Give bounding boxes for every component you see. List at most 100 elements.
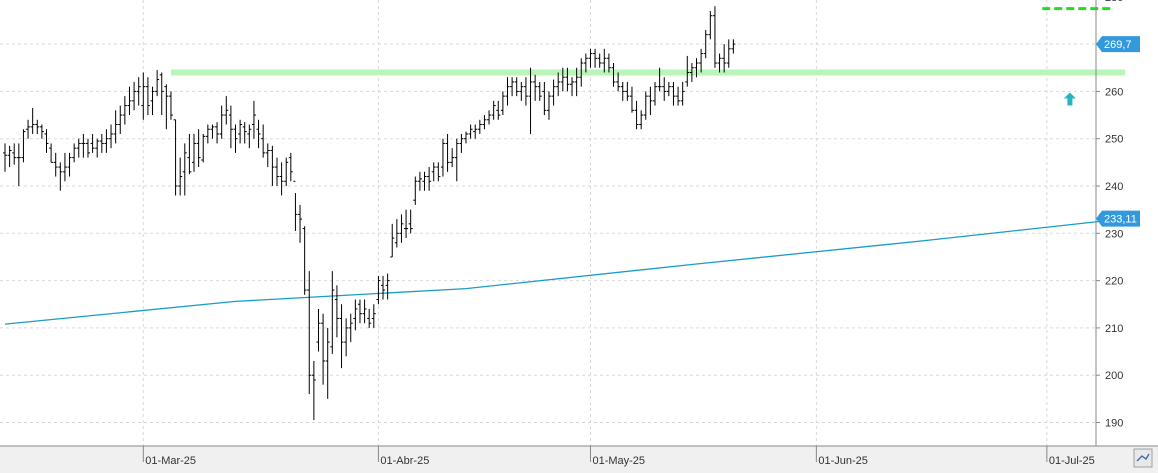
ohlc-bar bbox=[256, 119, 261, 149]
ohlc-bar bbox=[141, 72, 146, 120]
y-tick-label: 230 bbox=[1105, 228, 1123, 240]
ohlc-bar bbox=[288, 152, 293, 182]
ohlc-bar bbox=[164, 84, 169, 130]
ohlc-bar bbox=[528, 67, 533, 134]
ohlc-bar bbox=[182, 143, 187, 196]
ohlc-bar bbox=[357, 299, 362, 324]
ohlc-bar bbox=[629, 86, 634, 113]
ohlc-bar bbox=[72, 143, 77, 163]
ohlc-bar bbox=[551, 79, 556, 106]
ohlc-bar bbox=[16, 143, 21, 186]
ohlc-bar bbox=[519, 81, 524, 101]
ohlc-bar bbox=[620, 81, 625, 101]
ohlc-bar bbox=[371, 304, 376, 328]
ohlc-bar bbox=[150, 86, 155, 116]
ohlc-bar bbox=[279, 162, 284, 196]
ohlc-bar bbox=[270, 145, 275, 186]
ohlc-bar bbox=[44, 129, 49, 153]
ohlc-bar bbox=[104, 129, 109, 153]
y-tick-label: 210 bbox=[1105, 323, 1123, 335]
ohlc-bar bbox=[178, 157, 183, 196]
ohlc-bar bbox=[417, 171, 422, 191]
ohlc-bar bbox=[316, 308, 321, 352]
ohlc-bar bbox=[26, 119, 31, 139]
ohlc-bar bbox=[76, 138, 81, 158]
moving-average-line bbox=[4, 217, 1126, 325]
ohlc-bar bbox=[145, 77, 150, 116]
ohlc-bar bbox=[703, 29, 708, 59]
y-tick-label: 220 bbox=[1105, 276, 1123, 288]
ohlc-bar bbox=[298, 204, 303, 243]
ohlc-bar bbox=[454, 138, 459, 182]
ohlc-bar bbox=[712, 6, 717, 68]
ohlc-bar bbox=[109, 124, 114, 149]
ohlc-bar bbox=[339, 304, 344, 369]
ohlc-bar bbox=[330, 271, 335, 354]
ohlc-bar bbox=[477, 119, 482, 134]
y-tick-label: 250 bbox=[1105, 134, 1123, 146]
ohlc-bar bbox=[99, 133, 104, 153]
ohlc-bar bbox=[542, 81, 547, 116]
ohlc-bar bbox=[7, 145, 12, 168]
ohlc-bar bbox=[648, 86, 653, 116]
ohlc-bar bbox=[602, 48, 607, 73]
signal-arrow-icon bbox=[1063, 92, 1076, 106]
ohlc-bar bbox=[261, 124, 266, 158]
y-tick-label: 200 bbox=[1105, 370, 1123, 382]
ohlc-bar bbox=[505, 77, 510, 106]
ohlc-bar bbox=[593, 48, 598, 68]
ohlc-bar bbox=[35, 119, 40, 134]
ohlc-bar bbox=[274, 157, 279, 186]
ohlc-bar bbox=[533, 74, 538, 101]
last-price-tag-shape bbox=[1096, 36, 1140, 53]
ohlc-bar bbox=[685, 55, 690, 87]
ohlc-bar bbox=[173, 119, 178, 196]
scale-icon[interactable] bbox=[1133, 448, 1153, 468]
ohlc-bar bbox=[404, 209, 409, 239]
ohlc-bar bbox=[67, 152, 72, 177]
x-tick-label: 01-Mar-25 bbox=[145, 455, 196, 467]
ohlc-bar bbox=[127, 86, 132, 116]
ohlc-bar bbox=[210, 124, 215, 139]
ohlc-bar bbox=[676, 86, 681, 106]
ohlc-bar bbox=[159, 72, 164, 116]
y-tick-label: 280 bbox=[1105, 0, 1123, 4]
ohlc-bar bbox=[390, 223, 395, 258]
ohlc-bar bbox=[95, 138, 100, 158]
ohlc-bar bbox=[233, 124, 238, 153]
ohlc-bar bbox=[666, 81, 671, 97]
ohlc-bar bbox=[588, 48, 593, 68]
ohlc-bar bbox=[546, 91, 551, 120]
ohlc-bar bbox=[565, 67, 570, 92]
ohlc-bar bbox=[510, 77, 515, 97]
y-tick-label: 260 bbox=[1105, 86, 1123, 98]
ohlc-bar bbox=[523, 77, 528, 106]
ohlc-bar bbox=[680, 81, 685, 106]
ohlc-bar bbox=[459, 133, 464, 153]
price-tags: 269,7 233,11 bbox=[1096, 36, 1140, 227]
ohlc-bar bbox=[238, 119, 243, 144]
x-tick-label: 01-Jun-25 bbox=[818, 455, 868, 467]
ma-price-label: 233,11 bbox=[1104, 214, 1137, 226]
x-tick-label: 01-Jul-25 bbox=[1049, 455, 1095, 467]
ohlc-bar bbox=[132, 81, 137, 111]
support-band-rect bbox=[170, 69, 1126, 76]
ohlc-bar bbox=[362, 299, 367, 324]
ohlc-bar bbox=[500, 91, 505, 116]
scale-icon-line bbox=[1136, 453, 1150, 462]
ohlc-bar bbox=[219, 105, 224, 139]
ohlc-bar bbox=[556, 72, 561, 97]
ohlc-bar bbox=[653, 81, 658, 106]
ohlc-bar bbox=[671, 81, 676, 106]
ohlc-bar bbox=[487, 110, 492, 125]
ohlc-bar bbox=[574, 67, 579, 97]
ohlc-bar bbox=[62, 152, 67, 182]
ohlc-bar bbox=[321, 313, 326, 385]
ohlc-bar bbox=[639, 110, 644, 130]
x-axis-band bbox=[0, 446, 1158, 473]
ohlc-bar bbox=[284, 157, 289, 186]
ohlc-bar bbox=[399, 214, 404, 243]
ohlc-bar bbox=[224, 96, 229, 125]
ohlc-bar bbox=[90, 133, 95, 153]
